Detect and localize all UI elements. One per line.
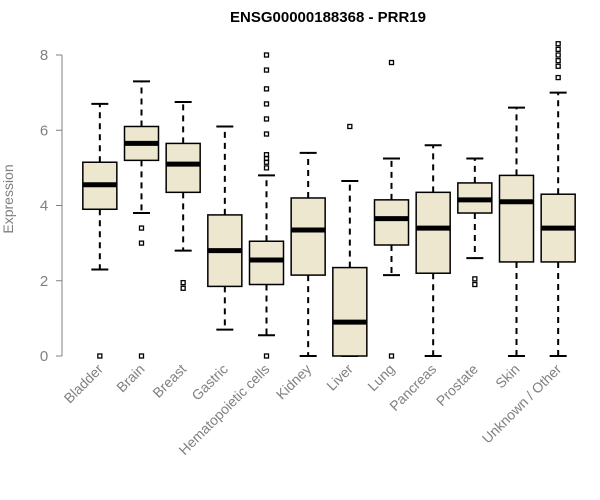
iqr-box xyxy=(332,266,368,357)
box-breast xyxy=(165,101,201,291)
box-brain xyxy=(123,80,160,359)
outlier-point xyxy=(555,57,561,64)
iqr-box xyxy=(373,199,410,246)
iqr-box xyxy=(415,191,451,274)
outlier-point xyxy=(472,276,478,282)
outlier-point xyxy=(180,285,186,291)
x-category-label: Liver xyxy=(323,361,356,394)
outlier-point xyxy=(388,59,395,66)
outlier-point xyxy=(180,279,186,286)
outlier-point xyxy=(138,225,145,231)
x-category-label: Prostate xyxy=(433,361,481,409)
y-axis: 0 2 4 6 8 xyxy=(40,47,63,365)
outlier-point xyxy=(263,101,270,107)
box-prostate xyxy=(457,157,493,288)
outlier-point xyxy=(472,281,478,288)
y-tick-label: 8 xyxy=(40,47,48,64)
chart-title: ENSG00000188368 - PRR19 xyxy=(230,9,426,26)
outlier-point xyxy=(138,353,145,359)
outlier-point xyxy=(388,353,395,359)
box-unknown-other xyxy=(540,41,576,357)
outlier-point xyxy=(555,46,561,53)
outlier-point xyxy=(263,131,270,137)
box-series xyxy=(82,41,576,359)
iqr-box xyxy=(248,240,285,286)
outlier-point xyxy=(263,353,270,359)
x-category-label: Bladder xyxy=(61,361,107,407)
y-axis-label: Expression xyxy=(0,164,16,233)
x-category-label: Skin xyxy=(492,361,523,392)
outlier-point xyxy=(555,74,561,81)
outlier-point xyxy=(263,67,270,73)
box-skin xyxy=(498,106,535,357)
iqr-box xyxy=(290,197,326,276)
iqr-box xyxy=(498,174,535,263)
outlier-point xyxy=(97,353,103,359)
box-liver xyxy=(332,123,368,357)
outlier-point xyxy=(347,123,353,130)
outlier-point xyxy=(263,52,270,58)
box-gastric xyxy=(207,125,243,331)
outlier-point xyxy=(263,86,270,92)
outlier-point xyxy=(138,240,145,246)
outlier-point xyxy=(555,52,561,58)
y-tick-label: 2 xyxy=(40,273,48,290)
x-category-label: Unknown / Other xyxy=(479,361,565,447)
outlier-point xyxy=(555,41,561,47)
iqr-box xyxy=(165,142,201,194)
y-tick-label: 0 xyxy=(40,348,48,365)
box-hematopoietic-cells xyxy=(248,52,285,359)
outlier-point xyxy=(263,165,270,171)
x-category-label: Brain xyxy=(113,361,147,395)
box-bladder xyxy=(82,102,118,359)
outlier-point xyxy=(263,116,270,122)
x-category-label: Lung xyxy=(364,361,397,394)
box-lung xyxy=(373,59,410,359)
y-tick-label: 4 xyxy=(40,198,48,215)
box-kidney xyxy=(290,151,326,357)
box-pancreas xyxy=(415,144,451,357)
y-tick-label: 6 xyxy=(40,122,48,139)
x-category-label: Kidney xyxy=(273,361,315,403)
outlier-point xyxy=(555,63,561,69)
x-category-label: Breast xyxy=(149,361,189,401)
outlier-point xyxy=(263,152,270,158)
